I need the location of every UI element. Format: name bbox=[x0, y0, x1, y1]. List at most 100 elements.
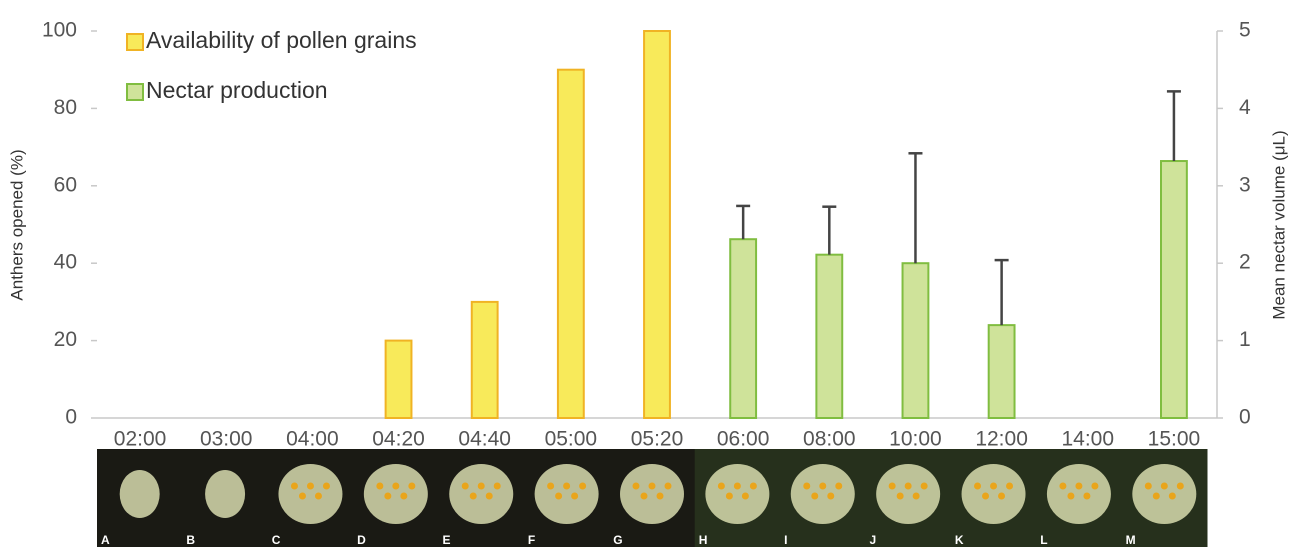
photo-letter: J bbox=[869, 533, 876, 547]
photo-anther bbox=[974, 483, 981, 490]
photo-letter: F bbox=[528, 533, 535, 547]
photo-anther bbox=[657, 493, 664, 500]
y-tick-label: 80 bbox=[54, 96, 77, 119]
bar bbox=[1161, 161, 1187, 418]
photo-flower bbox=[1047, 464, 1111, 524]
photo-flower bbox=[962, 464, 1026, 524]
photo-anther bbox=[307, 483, 314, 490]
y-tick-label: 20 bbox=[54, 328, 77, 351]
photo-anther bbox=[718, 483, 725, 490]
x-tick-label: 04:00 bbox=[286, 428, 339, 451]
photo-letter: C bbox=[272, 533, 281, 547]
bar bbox=[903, 263, 929, 418]
photo: G bbox=[609, 449, 695, 547]
photo-anther bbox=[478, 483, 485, 490]
photo-letter: H bbox=[699, 533, 708, 547]
y-axis-label: Anthers opened (%) bbox=[7, 149, 26, 300]
photo-anther bbox=[897, 493, 904, 500]
photo: J bbox=[865, 449, 951, 547]
photo: H bbox=[695, 449, 781, 547]
photo-anther bbox=[750, 483, 757, 490]
photo-letter: D bbox=[357, 533, 366, 547]
photo-letter: K bbox=[955, 533, 964, 547]
y-tick-label: 40 bbox=[54, 251, 77, 274]
photo-anther bbox=[998, 493, 1005, 500]
photo-flower bbox=[705, 464, 769, 524]
y2-tick-label: 5 bbox=[1239, 19, 1251, 42]
x-tick-label: 10:00 bbox=[889, 428, 942, 451]
error-bar bbox=[736, 206, 750, 239]
photo-anther bbox=[400, 493, 407, 500]
photo-anther bbox=[633, 483, 640, 490]
x-tick-label: 03:00 bbox=[200, 428, 253, 451]
photo-anther bbox=[665, 483, 672, 490]
photo-flower bbox=[620, 464, 684, 524]
legend-label: Nectar production bbox=[146, 77, 328, 103]
x-tick-label: 08:00 bbox=[803, 428, 856, 451]
photo-anther bbox=[734, 483, 741, 490]
photo-anther bbox=[494, 483, 501, 490]
photo-anther bbox=[649, 483, 656, 490]
x-tick-label: 15:00 bbox=[1148, 428, 1201, 451]
bar bbox=[816, 255, 842, 418]
photo-anther bbox=[726, 493, 733, 500]
photo-anther bbox=[1006, 483, 1013, 490]
x-tick-label: 04:40 bbox=[458, 428, 511, 451]
photo-letter: G bbox=[613, 533, 622, 547]
y2-tick-label: 0 bbox=[1239, 406, 1251, 429]
photo: A bbox=[97, 449, 183, 547]
photo-anther bbox=[392, 483, 399, 490]
photo-anther bbox=[913, 493, 920, 500]
photo: M bbox=[1122, 449, 1208, 547]
photo-anther bbox=[641, 493, 648, 500]
chart: Anthers opened (%) Mean nectar volume (μ… bbox=[0, 0, 1293, 547]
photo-anther bbox=[1161, 483, 1168, 490]
photo-letter: B bbox=[186, 533, 195, 547]
photo: I bbox=[780, 449, 866, 547]
photo: L bbox=[1036, 449, 1122, 547]
bar bbox=[558, 70, 584, 418]
x-tick-label: 06:00 bbox=[717, 428, 770, 451]
error-bar bbox=[908, 153, 922, 263]
legend-swatch bbox=[127, 84, 143, 100]
bar bbox=[472, 302, 498, 418]
photo-anther bbox=[1075, 483, 1082, 490]
bar bbox=[730, 239, 756, 418]
photo: C bbox=[268, 449, 354, 547]
photo: B bbox=[182, 449, 268, 547]
photo-anther bbox=[555, 493, 562, 500]
bar bbox=[644, 31, 670, 418]
y2-tick-label: 2 bbox=[1239, 251, 1251, 274]
photo-anther bbox=[462, 483, 469, 490]
photo-anther bbox=[547, 483, 554, 490]
x-tick-label: 05:20 bbox=[631, 428, 684, 451]
photo-anther bbox=[408, 483, 415, 490]
x-tick-label: 04:20 bbox=[372, 428, 425, 451]
photo-anther bbox=[1059, 483, 1066, 490]
photo-flower bbox=[449, 464, 513, 524]
photo-anther bbox=[384, 493, 391, 500]
photo-letter: L bbox=[1040, 533, 1047, 547]
legend-swatch bbox=[127, 34, 143, 50]
photo-anther bbox=[1145, 483, 1152, 490]
error-bar bbox=[1167, 91, 1181, 161]
photo-anther bbox=[803, 483, 810, 490]
y2-axis-label: Mean nectar volume (μL) bbox=[1269, 130, 1288, 319]
photo-anther bbox=[1153, 493, 1160, 500]
photo: K bbox=[951, 449, 1037, 547]
photo-anther bbox=[323, 483, 330, 490]
photo-anther bbox=[315, 493, 322, 500]
bar bbox=[989, 325, 1015, 418]
y2-tick-label: 1 bbox=[1239, 328, 1251, 351]
photo-anther bbox=[819, 483, 826, 490]
photo: F bbox=[524, 449, 610, 547]
y-tick-label: 60 bbox=[54, 173, 77, 196]
photo-flower bbox=[205, 470, 245, 518]
photo-anther bbox=[1083, 493, 1090, 500]
photo-flower bbox=[120, 470, 160, 518]
photo-letter: I bbox=[784, 533, 787, 547]
x-tick-label: 02:00 bbox=[114, 428, 167, 451]
photo-anther bbox=[811, 493, 818, 500]
photo-anther bbox=[982, 493, 989, 500]
photo-letter: A bbox=[101, 533, 110, 547]
